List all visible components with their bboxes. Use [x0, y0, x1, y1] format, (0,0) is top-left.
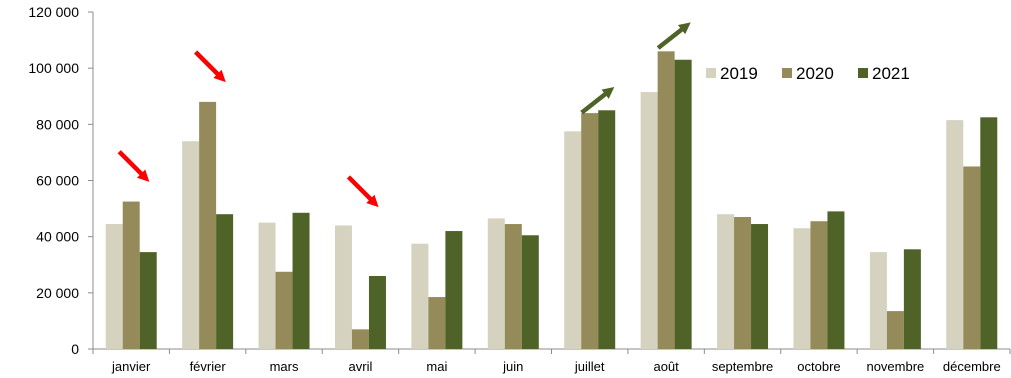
legend-swatch-2020 — [782, 68, 792, 78]
trend-arrow-up-juillet — [580, 87, 615, 115]
bar-2019-septembre — [717, 214, 735, 349]
trend-arrow-down-avril — [346, 175, 379, 208]
bar-2019-novembre — [869, 252, 887, 349]
bar-2021-juillet — [598, 110, 616, 350]
x-tick-label: juin — [502, 359, 523, 374]
x-tick-label: mai — [426, 359, 447, 374]
x-tick-label: mars — [270, 359, 299, 374]
y-tick-label: 0 — [71, 341, 79, 357]
y-tick-label: 100 000 — [28, 60, 79, 76]
legend-swatch-2021 — [858, 68, 868, 78]
bar-2019-juin — [487, 218, 505, 349]
bar-2021-septembre — [751, 224, 769, 349]
legend-label-2020: 2020 — [796, 64, 834, 83]
bar-2021-août — [674, 59, 692, 349]
bar-2019-mai — [411, 243, 429, 349]
bar-2019-février — [182, 141, 200, 349]
x-tick-label: janvier — [111, 359, 151, 374]
bar-2020-mai — [428, 297, 446, 349]
x-tick-label: avril — [349, 359, 373, 374]
y-tick-label: 60 000 — [36, 173, 79, 189]
bar-2020-février — [199, 101, 217, 349]
legend: 2019 2020 2021 — [706, 64, 910, 83]
trend-arrows — [117, 22, 691, 208]
y-tick-label: 80 000 — [36, 116, 79, 132]
bar-2019-octobre — [793, 228, 811, 349]
bar-2019-décembre — [946, 120, 964, 349]
bar-2021-avril — [368, 275, 386, 349]
bar-2019-janvier — [105, 224, 123, 349]
x-tick-label: décembre — [943, 359, 1001, 374]
bar-2020-avril — [351, 329, 369, 349]
bar-2020-août — [657, 51, 675, 350]
legend-label-2021: 2021 — [872, 64, 910, 83]
bar-2019-juillet — [564, 131, 582, 349]
bar-2020-mars — [275, 271, 293, 349]
bar-2019-avril — [334, 225, 352, 349]
bar-2020-décembre — [963, 166, 981, 349]
trend-arrow-down-février — [194, 50, 226, 83]
trend-arrow-up-août — [656, 22, 691, 50]
bar-2021-février — [216, 214, 234, 349]
x-tick-label: novembre — [866, 359, 924, 374]
y-axis: 0 20 000 40 000 60 000 80 000 100 000 120 000 — [28, 4, 94, 357]
bar-2019-août — [640, 92, 658, 349]
y-tick-label: 20 000 — [36, 285, 79, 301]
bar-2020-juin — [504, 224, 522, 349]
bar-2020-juillet — [581, 113, 599, 349]
bar-2021-mars — [292, 212, 310, 349]
legend-label-2019: 2019 — [720, 64, 758, 83]
bar-2020-octobre — [810, 221, 828, 349]
bar-2021-mai — [445, 231, 463, 349]
bar-2021-octobre — [827, 211, 845, 349]
bar-2019-mars — [258, 222, 276, 349]
legend-swatch-2019 — [706, 68, 716, 78]
x-tick-label: août — [653, 359, 679, 374]
bar-2020-septembre — [734, 217, 752, 349]
bar-2020-novembre — [886, 311, 904, 349]
x-tick-label: février — [190, 359, 227, 374]
x-tick-label: octobre — [797, 359, 840, 374]
bars — [105, 51, 998, 350]
bar-2021-novembre — [903, 249, 921, 349]
y-tick-label: 40 000 — [36, 229, 79, 245]
bar-2020-janvier — [122, 201, 140, 349]
bar-2021-décembre — [980, 117, 998, 349]
trend-arrow-down-janvier — [117, 150, 150, 182]
y-tick-label: 120 000 — [28, 4, 79, 20]
x-tick-label: septembre — [712, 359, 773, 374]
x-tick-label: juillet — [574, 359, 605, 374]
bar-2021-janvier — [139, 252, 157, 349]
x-axis: janvier février mars avril mai juin juillet aoû… — [92, 348, 1011, 374]
bar-2021-juin — [521, 235, 539, 349]
